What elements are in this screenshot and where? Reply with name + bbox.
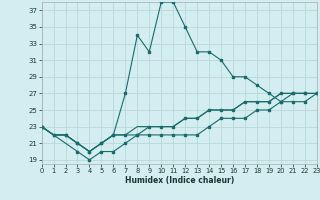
X-axis label: Humidex (Indice chaleur): Humidex (Indice chaleur) (124, 176, 234, 185)
